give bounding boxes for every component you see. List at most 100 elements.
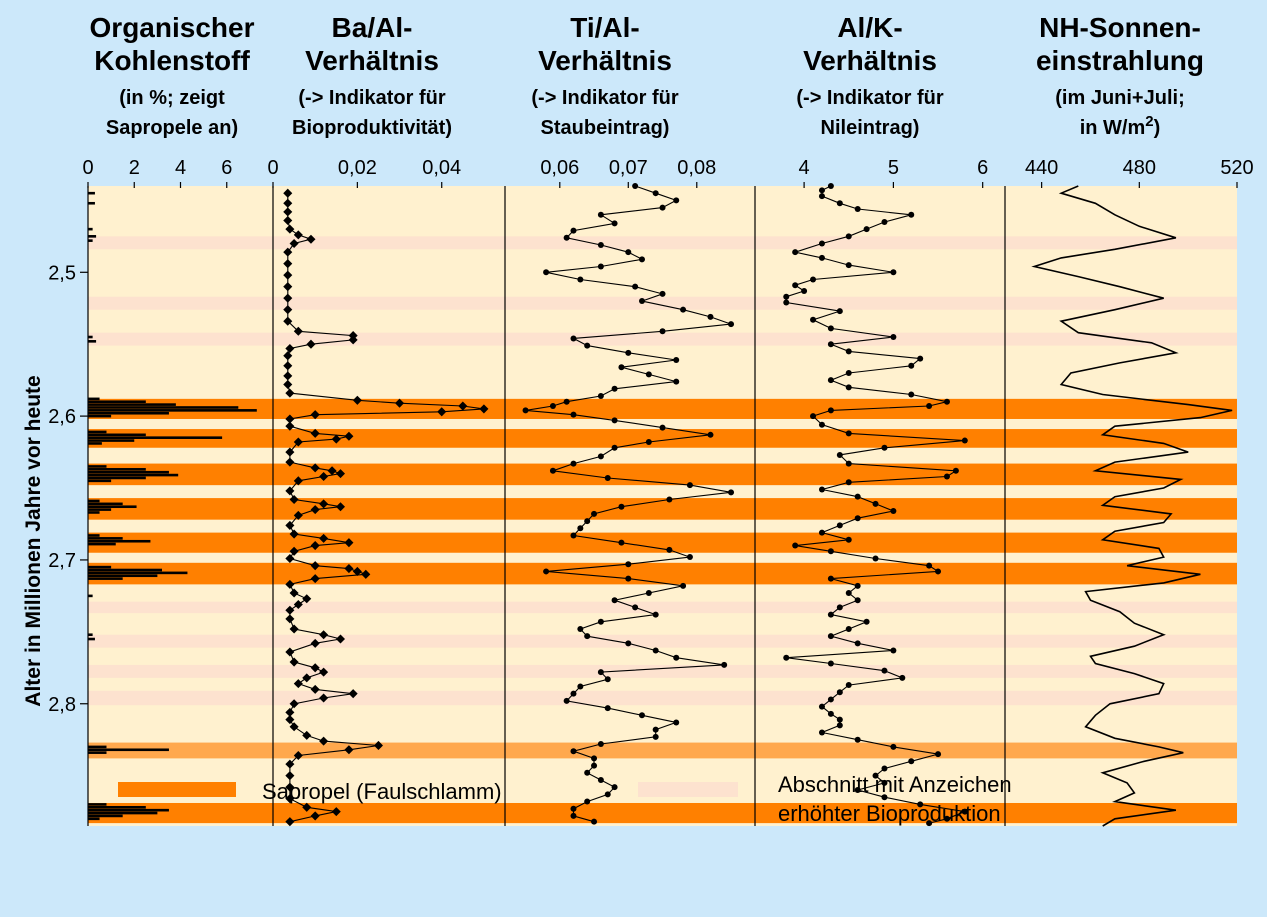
data-point: [543, 568, 550, 575]
data-point: [625, 249, 632, 256]
data-point: [872, 500, 879, 507]
data-point: [836, 451, 843, 458]
data-point: [597, 211, 604, 218]
data-point: [302, 594, 312, 604]
data-point: [563, 234, 570, 241]
data-point: [310, 561, 320, 571]
bar: [88, 436, 223, 439]
data-point: [570, 411, 577, 418]
data-point: [319, 630, 329, 640]
data-point: [591, 818, 598, 825]
sapropel-band: [88, 742, 1237, 759]
bar: [88, 577, 123, 580]
data-point: [792, 282, 799, 289]
bio-band: [88, 296, 1237, 310]
bar: [88, 745, 107, 749]
data-point: [810, 413, 817, 420]
bar: [88, 239, 93, 242]
bar: [88, 633, 93, 637]
data-point: [632, 183, 639, 189]
data-point: [319, 667, 329, 677]
data-point: [827, 660, 834, 667]
panel-title-line1: Al/K-: [837, 12, 902, 43]
data-point: [854, 582, 861, 589]
data-point: [310, 663, 320, 673]
data-point: [707, 431, 714, 438]
data-point: [783, 654, 790, 661]
bar: [88, 433, 146, 437]
data-point: [344, 538, 354, 548]
y-axis-label: Alter in Millionen Jahre vor heute: [22, 375, 45, 706]
data-point: [854, 206, 861, 213]
x-tick-label: 0,06: [540, 157, 579, 179]
panel-subtitle-line1: (im Juni+Juli;: [1055, 87, 1184, 109]
data-point: [673, 654, 680, 661]
data-point: [584, 518, 591, 525]
data-point: [344, 564, 354, 574]
data-point: [285, 707, 295, 717]
data-point: [926, 820, 933, 827]
data-point: [597, 776, 604, 783]
bar: [88, 465, 107, 468]
bar: [88, 476, 146, 480]
data-point: [783, 293, 790, 300]
data-point: [673, 378, 680, 385]
data-point: [611, 417, 618, 424]
data-point: [597, 741, 604, 748]
data-point: [818, 421, 825, 428]
band-layer: [88, 236, 1237, 824]
bar: [88, 468, 146, 471]
bar: [88, 803, 107, 806]
bar: [88, 539, 151, 543]
data-point: [331, 807, 341, 817]
legend: Sapropel (Faulschlamm) Abschnitt mit Anz…: [118, 772, 1012, 826]
bar: [88, 806, 146, 809]
data-point: [721, 661, 728, 668]
data-point: [577, 625, 584, 632]
bar: [88, 406, 239, 409]
data-point: [570, 227, 577, 234]
data-point: [827, 633, 834, 640]
data-point: [306, 234, 316, 244]
sapropel-band: [88, 532, 1237, 553]
data-point: [625, 640, 632, 647]
data-point: [597, 263, 604, 270]
data-point: [845, 348, 852, 355]
panel-title-line1: Ba/Al-: [332, 12, 413, 43]
data-point: [604, 705, 611, 712]
series-line: [1031, 185, 1233, 827]
data-point: [285, 520, 295, 530]
data-point: [638, 256, 645, 263]
bar: [88, 511, 100, 514]
data-point: [680, 306, 687, 313]
data-point: [917, 801, 924, 808]
data-point: [584, 633, 591, 640]
data-point: [611, 597, 618, 604]
x-tick-label: 520: [1220, 157, 1253, 179]
data-point: [810, 316, 817, 323]
data-point: [845, 479, 852, 486]
bar: [88, 751, 107, 754]
data-point: [845, 460, 852, 467]
bio-band: [88, 690, 1237, 706]
sapropel-band: [88, 463, 1237, 486]
data-point: [549, 467, 556, 474]
data-point: [845, 590, 852, 597]
panel-title-line2: Verhältnis: [305, 45, 439, 76]
bio-band: [88, 664, 1237, 678]
data-point: [827, 548, 834, 555]
bar: [88, 400, 146, 404]
bar: [88, 499, 100, 503]
data-point: [285, 794, 295, 804]
data-point: [783, 299, 790, 306]
data-point: [310, 811, 320, 821]
data-point: [890, 269, 897, 276]
panel-subtitle-line1: (-> Indikator für: [796, 87, 943, 109]
data-point: [881, 794, 888, 801]
data-point: [302, 673, 312, 683]
data-point: [549, 403, 556, 410]
data-point: [666, 496, 673, 503]
bio-band: [88, 601, 1237, 614]
data-point: [638, 712, 645, 719]
